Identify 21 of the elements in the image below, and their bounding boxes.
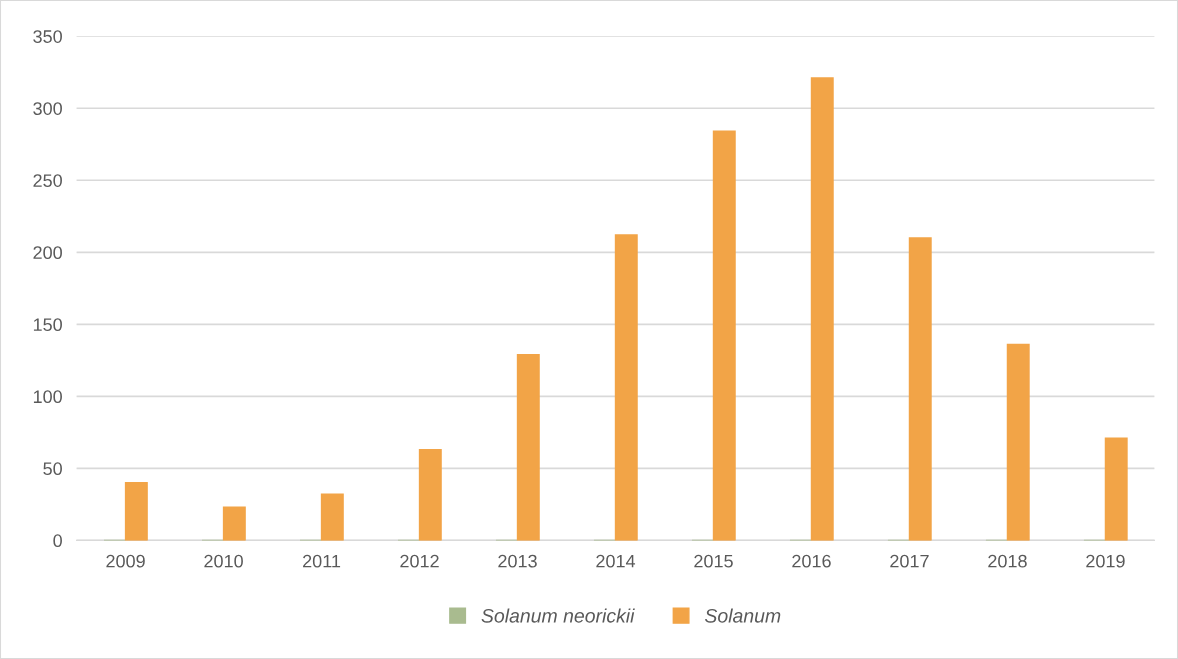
y-tick-label: 300 [33, 102, 62, 115]
x-tick-label: 2009 [106, 554, 145, 568]
x-tick-label: 2013 [498, 554, 537, 568]
y-tick-label: 350 [33, 30, 62, 43]
legend-label: Solanum neorickii [481, 608, 635, 623]
x-tick-label: 2010 [204, 554, 243, 568]
x-tick-label: 2016 [792, 554, 831, 568]
x-tick-label: 2012 [400, 554, 439, 568]
x-tick-label: 2017 [890, 554, 929, 568]
y-tick-label: 150 [33, 318, 62, 332]
y-tick-label: 200 [33, 246, 62, 260]
x-tick-label: 2018 [988, 554, 1027, 568]
x-tick-label: 2014 [596, 554, 636, 568]
x-tick-label: 2015 [694, 554, 733, 568]
x-tick-label: 2019 [1086, 554, 1125, 568]
y-tick-label: 100 [33, 390, 62, 404]
y-tick-label: 250 [33, 174, 62, 187]
x-tick-label: 2011 [303, 554, 341, 568]
legend-label: Solanum [704, 608, 781, 623]
y-tick-label: 0 [53, 534, 62, 548]
y-tick-label: 50 [43, 462, 62, 476]
